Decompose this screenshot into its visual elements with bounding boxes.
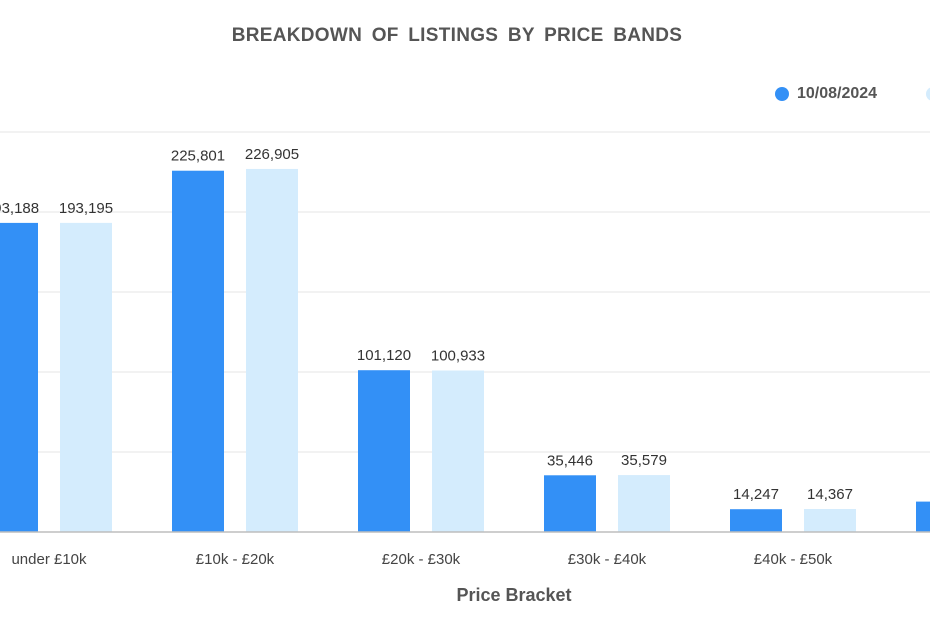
legend-label: 10/08/2024 <box>797 85 878 102</box>
bar <box>358 370 410 532</box>
data-label: 35,579 <box>621 452 667 469</box>
x-tick-label: £20k - £30k <box>382 551 461 568</box>
bar <box>172 170 224 533</box>
bar <box>618 475 670 532</box>
x-axis-title: Price Bracket <box>456 585 572 605</box>
x-tick-label: £30k - £40k <box>568 551 647 568</box>
bar <box>432 370 484 532</box>
legend-swatch <box>775 87 789 101</box>
x-tick-label: £10k - £20k <box>196 551 275 568</box>
bar <box>916 501 930 532</box>
data-label: 226,905 <box>245 146 299 163</box>
bar <box>60 222 112 532</box>
bar <box>246 168 298 532</box>
x-tick-label: under £10k <box>11 551 87 568</box>
data-label: 14,247 <box>733 486 779 503</box>
x-tick-label: £40k - £50k <box>754 551 833 568</box>
bar <box>730 509 782 532</box>
data-label: 101,120 <box>357 347 411 364</box>
legend-swatch <box>926 87 930 101</box>
data-label: 193,195 <box>59 200 113 217</box>
bar <box>804 509 856 532</box>
data-label: 100,933 <box>431 348 485 365</box>
data-label: 14,367 <box>807 486 853 503</box>
data-label: 35,446 <box>547 452 593 469</box>
bar <box>544 475 596 532</box>
legend-item[interactable]: 10/08/2024 <box>775 84 877 104</box>
chart-title: BREAKDOWN OF LISTINGS BY PRICE BANDS <box>231 25 683 46</box>
data-label: 193,188 <box>0 200 39 217</box>
bar <box>0 222 38 532</box>
legend-item[interactable] <box>926 87 930 106</box>
data-label: 225,801 <box>171 148 225 165</box>
